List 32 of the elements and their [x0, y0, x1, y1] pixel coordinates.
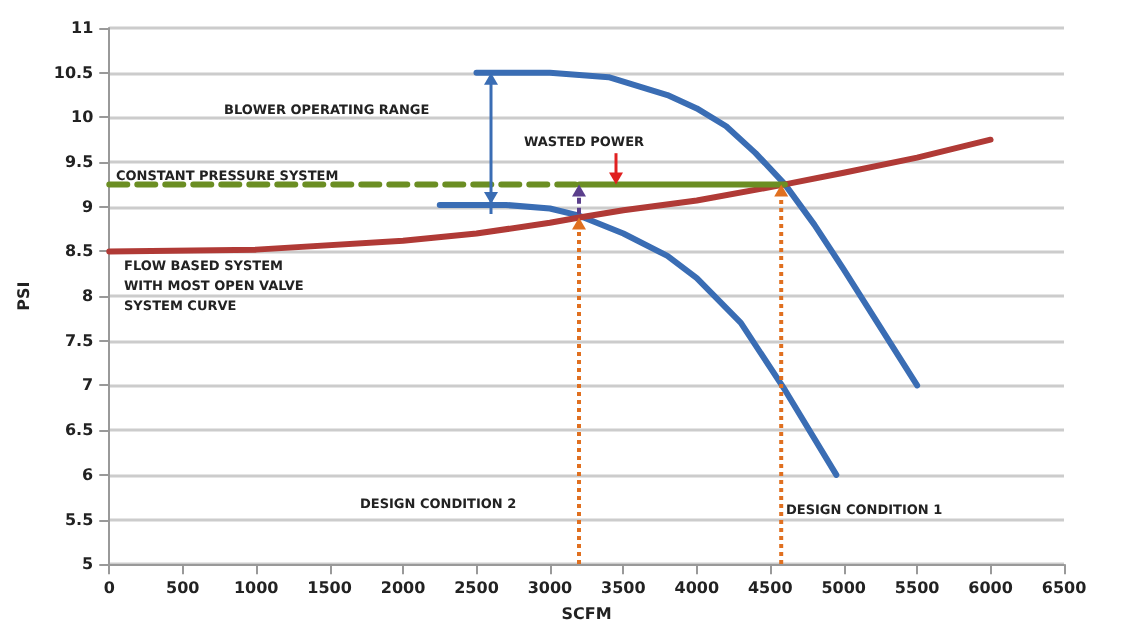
x-tick-label: 500 [166, 579, 201, 598]
line-series [106, 136, 994, 255]
y-tick-label: 5.5 [64, 510, 95, 529]
line-series [436, 201, 840, 478]
x-tick-label: 1000 [233, 579, 280, 598]
y-tick-label: 8.5 [64, 242, 95, 261]
y-tick-label: 9 [82, 197, 95, 216]
x-tick-label: 0 [103, 579, 116, 598]
x-tick-label: 2000 [380, 579, 427, 598]
x-axis-title: SCFM [561, 605, 612, 623]
y-tick-label: 6 [82, 465, 95, 484]
y-tick-label: 8 [82, 287, 95, 306]
x-tick-label: 6500 [1041, 579, 1088, 598]
line-series [473, 69, 921, 389]
x-tick-label: 5500 [894, 579, 941, 598]
y-tick-label: 7 [82, 376, 94, 395]
x-tick-label: 4500 [747, 579, 794, 598]
x-tick-label: 2500 [454, 579, 500, 598]
x-tick-label: 4000 [674, 579, 720, 598]
y-tick-label: 5 [82, 555, 95, 574]
x-tick-label: 3500 [601, 579, 647, 598]
x-tick-label: 6000 [968, 579, 1014, 598]
y-axis-title: PSI [15, 281, 33, 311]
y-tick-label: 7.5 [64, 331, 95, 350]
x-tick-label: 1500 [307, 579, 353, 598]
x-tick-label: 5000 [821, 579, 867, 598]
y-tick-label: 10 [71, 108, 95, 127]
y-tick-label: 11 [71, 19, 95, 37]
y-tick-label: 10.5 [53, 63, 95, 82]
x-tick-label: 3000 [527, 579, 574, 598]
y-tick-label: 6.5 [64, 421, 95, 440]
y-tick-label: 9.5 [64, 153, 95, 172]
